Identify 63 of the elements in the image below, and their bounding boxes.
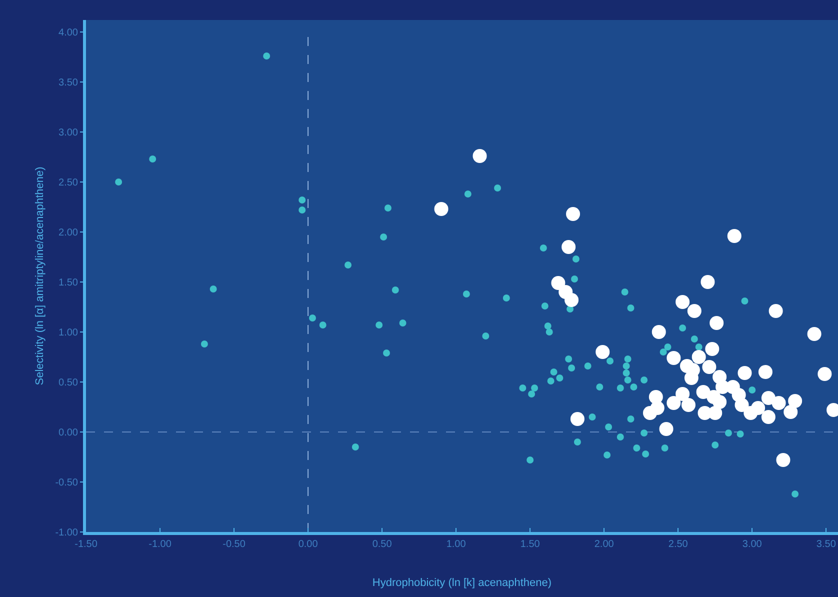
point xyxy=(596,345,610,359)
point xyxy=(564,293,579,307)
y-tick-label: 3.50 xyxy=(58,78,78,88)
point xyxy=(738,366,752,380)
point xyxy=(710,316,724,330)
point xyxy=(768,304,783,318)
point xyxy=(666,396,681,410)
y-tick-label: 2.00 xyxy=(58,228,78,238)
point xyxy=(788,394,802,408)
point xyxy=(570,412,584,426)
y-tick-label: 0.00 xyxy=(58,428,78,438)
y-tick-label: 0.50 xyxy=(58,378,78,388)
point xyxy=(751,401,766,415)
point xyxy=(650,401,664,415)
point xyxy=(727,229,742,243)
x-tick-label: 1.50 xyxy=(520,539,540,550)
point xyxy=(818,367,832,381)
point xyxy=(687,304,702,318)
y-tick-label: 1.50 xyxy=(58,278,78,288)
y-tick-label: 3.00 xyxy=(58,128,78,138)
x-tick-label: 0.00 xyxy=(298,539,318,550)
x-tick-label: 2.00 xyxy=(594,539,614,550)
point xyxy=(702,360,716,374)
point xyxy=(666,351,681,365)
point xyxy=(551,276,566,290)
point xyxy=(692,350,706,364)
point xyxy=(784,405,798,419)
point xyxy=(434,202,448,216)
point xyxy=(807,327,822,341)
x-tick-label: 1.00 xyxy=(446,539,466,550)
x-tick-label: 2.50 xyxy=(668,539,688,550)
x-tick-label: 0.50 xyxy=(372,539,392,550)
point xyxy=(708,406,722,420)
point xyxy=(676,387,690,401)
point xyxy=(712,395,727,409)
point xyxy=(566,207,580,221)
point xyxy=(734,398,749,412)
y-tick-label: -0.50 xyxy=(55,478,78,488)
point xyxy=(772,396,786,410)
point xyxy=(472,149,487,163)
y-tick-label: 1.00 xyxy=(58,328,78,338)
point xyxy=(562,240,576,254)
point xyxy=(761,391,776,405)
y-axis-title: Selectivity (ln [α] amitriptyline/acenaphthene) xyxy=(34,166,46,386)
x-tick-label: -1.50 xyxy=(74,539,98,550)
point xyxy=(681,398,696,412)
x-tick-label: 3.00 xyxy=(742,539,762,550)
point xyxy=(676,295,690,309)
x-tick-label: -0.50 xyxy=(222,539,246,550)
point xyxy=(652,325,666,339)
x-tick-label: -1.00 xyxy=(148,539,172,550)
point xyxy=(758,365,772,379)
point xyxy=(700,275,715,289)
point xyxy=(659,422,674,436)
y-tick-label: -1.00 xyxy=(55,528,78,538)
point xyxy=(705,342,720,356)
x-tick-label: 3.50 xyxy=(816,539,836,550)
point xyxy=(684,371,698,385)
y-tick-label: 4.00 xyxy=(58,28,78,38)
y-tick-label: 2.50 xyxy=(58,178,78,188)
x-axis-title: Hydrophobicity (ln [k] acenaphthene) xyxy=(372,577,552,590)
point xyxy=(776,453,790,467)
point xyxy=(761,410,776,424)
